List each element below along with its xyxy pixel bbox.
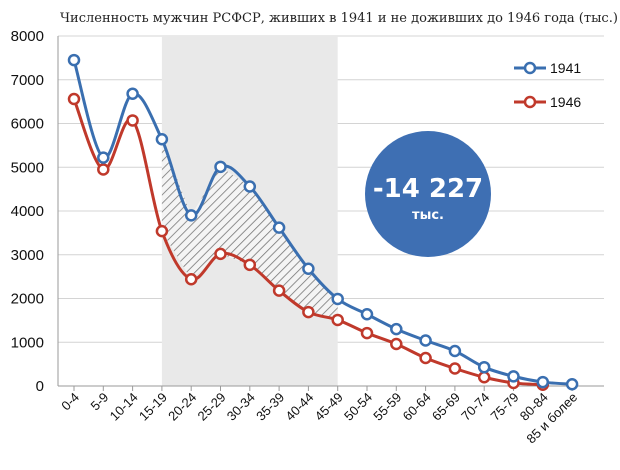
y-tick-label: 2000	[11, 291, 44, 308]
point-1941-80-84	[536, 375, 550, 389]
point-1946-30-34	[243, 258, 257, 272]
point-1946-60-64	[419, 351, 432, 365]
point-1941-15-19	[155, 133, 169, 146]
chart-title: Численность мужчин РСФСР, живших в 1941 …	[60, 11, 618, 26]
point-1941-40-44	[302, 262, 315, 275]
point-1946-20-24	[184, 273, 198, 286]
legend: 1941 1946	[514, 60, 581, 110]
x-tick-label: 35-39	[253, 390, 287, 424]
y-tick-label: 0	[36, 378, 44, 395]
point-1941-60-64	[419, 334, 432, 347]
point-1946-70-74	[477, 371, 491, 384]
point-1941-55-59	[390, 322, 403, 336]
point-1946-50-54	[360, 326, 374, 340]
x-tick-label: 60-64	[400, 390, 434, 424]
x-tick-label: 20-24	[165, 390, 199, 424]
x-tick-label: 45-49	[312, 390, 346, 424]
difference-hatch	[161, 139, 338, 320]
x-tick-label: 55-59	[370, 390, 404, 424]
point-1946-25-29	[214, 247, 227, 261]
point-1946-65-69	[448, 362, 462, 375]
point-1941-65-69	[448, 344, 462, 358]
x-tick-label: 75-79	[488, 390, 522, 424]
legend-label-1941: 1941	[550, 60, 581, 76]
point-1941-75-79	[507, 370, 520, 383]
x-tick-label: 50-54	[341, 390, 375, 424]
point-1941-30-34	[243, 180, 257, 193]
point-1946-35-39	[272, 284, 286, 297]
x-tick-label: 25-29	[195, 390, 229, 424]
point-1941-70-74	[477, 360, 491, 374]
point-1946-10-14	[126, 114, 139, 127]
x-tick-label: 40-44	[282, 390, 316, 424]
legend-marker-1946	[523, 95, 537, 109]
difference-area	[161, 139, 338, 320]
badge-circle	[365, 131, 491, 257]
y-tick-label: 3000	[11, 247, 44, 264]
point-1941-85-и-более	[565, 378, 579, 391]
y-tick-label: 6000	[11, 116, 44, 133]
legend-item-1941: 1941	[514, 60, 581, 76]
y-tick-label: 8000	[11, 28, 44, 45]
point-1946-40-44	[302, 305, 315, 319]
series-points	[67, 53, 579, 391]
loss-annotation-badge: -14 227 тыс.	[365, 131, 491, 257]
x-tick-label: 5-9	[88, 390, 112, 414]
x-tick-label: 65-69	[429, 390, 463, 424]
point-1946-45-49	[331, 313, 344, 327]
legend-item-1946: 1946	[514, 94, 581, 110]
point-1946-5-9	[97, 163, 110, 176]
point-1946-0-4	[67, 92, 81, 106]
point-1946-15-19	[155, 224, 169, 238]
y-tick-label: 4000	[11, 203, 44, 220]
x-tick-label: 30-34	[224, 390, 258, 424]
point-1941-10-14	[126, 87, 139, 100]
point-1941-35-39	[272, 221, 286, 234]
x-tick-label: 15-19	[136, 390, 170, 424]
point-1941-0-4	[67, 53, 81, 67]
point-1946-55-59	[390, 337, 403, 351]
y-tick-label: 7000	[11, 72, 44, 89]
point-1941-5-9	[97, 151, 110, 164]
y-tick-label: 5000	[11, 159, 44, 176]
badge-value: -14 227	[373, 174, 483, 204]
x-tick-label: 0-4	[58, 390, 82, 414]
x-tick-label: 10-14	[107, 390, 141, 424]
legend-label-1946: 1946	[550, 94, 581, 110]
point-1941-25-29	[214, 160, 227, 174]
point-1941-20-24	[184, 209, 198, 222]
legend-marker-1941	[523, 61, 537, 75]
badge-unit: тыс.	[412, 208, 444, 223]
x-tick-label: 70-74	[458, 390, 492, 424]
point-1941-45-49	[331, 292, 344, 306]
point-1941-50-54	[360, 308, 374, 321]
y-tick-label: 1000	[11, 334, 44, 351]
